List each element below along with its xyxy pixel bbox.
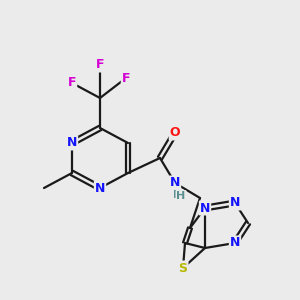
Text: H: H [176, 191, 186, 201]
Text: N: N [200, 202, 210, 214]
Text: F: F [122, 71, 130, 85]
Text: F: F [68, 76, 76, 89]
Text: N: N [95, 182, 105, 194]
Text: N: N [230, 196, 240, 209]
Text: N: N [170, 176, 180, 190]
Text: O: O [170, 127, 180, 140]
Text: F: F [96, 58, 104, 71]
Text: S: S [178, 262, 188, 275]
Text: N: N [230, 236, 240, 250]
Text: H: H [173, 190, 183, 200]
Text: N: N [67, 136, 77, 149]
